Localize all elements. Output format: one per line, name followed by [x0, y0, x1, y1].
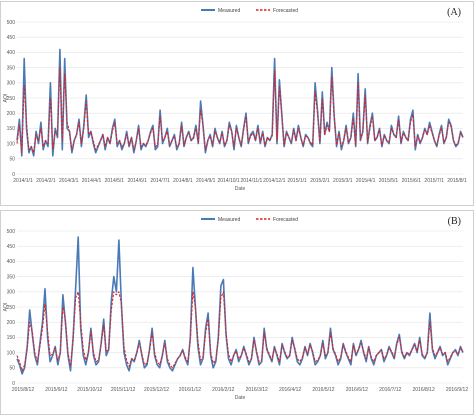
y-tick-label: 150 [7, 335, 16, 341]
x-tick-label: 2015/5/1 [379, 178, 399, 184]
x-tick-label: 2016/1/12 [179, 387, 201, 393]
legend-label: Forecasted [273, 8, 298, 14]
y-tick-label: 0 [12, 172, 15, 178]
x-tick-label: 2014/10/1 [217, 178, 239, 184]
x-tick-label: 2015/11/12 [111, 387, 136, 393]
x-tick-label: 2015/4/1 [356, 178, 376, 184]
y-tick-label: 50 [9, 366, 15, 372]
x-tick-label: 2014/11/1 [240, 178, 262, 184]
y-tick-label: 0 [12, 381, 15, 387]
legend-label: Measured [218, 217, 240, 223]
x-tick-label: 2015/3/1 [333, 178, 353, 184]
x-axis-label: Date [235, 186, 246, 192]
x-tick-label: 2015/1/1 [287, 178, 307, 184]
x-tick-label: 2016/6/12 [346, 387, 368, 393]
y-tick-label: 400 [7, 50, 16, 56]
y-tick-label: 150 [7, 126, 16, 132]
y-axis-label: AQI [3, 94, 9, 103]
x-tick-label: 2014/3/1 [59, 178, 79, 184]
x-tick-label: 2015/6/1 [402, 178, 422, 184]
x-tick-label: 2016/5/12 [312, 387, 334, 393]
y-tick-label: 500 [7, 229, 16, 235]
series-line-forecasted [16, 291, 464, 372]
chart-b-svg: 0 50 100 150 200 250 300 350 400 450 500 2015/8/12 2… [3, 216, 468, 401]
x-tick-label: 2014/8/1 [173, 178, 193, 184]
chart-panel-b: 0 50 100 150 200 250 300 350 400 450 500 2015/8/12 2… [0, 210, 474, 415]
x-tick-label: 2015/9/12 [45, 387, 67, 393]
y-tick-label: 100 [7, 350, 16, 356]
y-tick-label: 250 [7, 305, 16, 311]
legend-label: Measured [218, 8, 240, 14]
y-tick-label: 350 [7, 274, 16, 280]
x-tick-label: 2015/10/12 [77, 387, 102, 393]
x-tick-label: 2014/4/1 [82, 178, 102, 184]
x-tick-label: 2014/7/1 [150, 178, 170, 184]
x-tick-label: 2015/8/12 [12, 387, 34, 393]
chart-panel-a: 0 50 100 150 200 250 300 350 400 450 500 2014/1/1 20… [0, 1, 474, 206]
x-tick-label: 2014/2/1 [36, 178, 56, 184]
legend-label: Forecasted [273, 217, 298, 223]
x-tick-label: 2015/12/12 [144, 387, 169, 393]
panel-label: (A) [447, 7, 461, 18]
x-tick-label: 2016/4/12 [279, 387, 301, 393]
x-tick-label: 2015/7/1 [424, 178, 444, 184]
y-tick-label: 250 [7, 96, 16, 102]
y-axis-label: AQI [3, 303, 9, 312]
y-tick-label: 300 [7, 81, 16, 87]
x-tick-label: 2014/6/1 [127, 178, 147, 184]
x-tick-label: 2014/12/1 [263, 178, 285, 184]
x-tick-label: 2014/5/1 [105, 178, 125, 184]
x-tick-label: 2015/2/1 [310, 178, 330, 184]
y-tick-label: 50 [9, 157, 15, 163]
y-tick-label: 500 [7, 20, 16, 26]
x-axis-label: Date [235, 395, 246, 401]
x-tick-label: 2014/1/1 [13, 178, 33, 184]
y-tick-label: 300 [7, 290, 16, 296]
y-tick-label: 450 [7, 244, 16, 250]
x-tick-label: 2014/9/1 [196, 178, 216, 184]
panel-label: (B) [448, 216, 461, 227]
y-tick-label: 200 [7, 320, 16, 326]
x-tick-label: 2016/2/12 [212, 387, 234, 393]
y-tick-label: 400 [7, 259, 16, 265]
x-tick-label: 2016/9/12 [446, 387, 468, 393]
x-tick-label: 2015/8/1 [447, 178, 467, 184]
x-tick-label: 2016/3/12 [246, 387, 268, 393]
series-line-measured [16, 236, 464, 375]
y-tick-label: 200 [7, 111, 16, 117]
x-tick-label: 2016/8/12 [412, 387, 434, 393]
x-tick-label: 2016/7/12 [379, 387, 401, 393]
y-tick-label: 350 [7, 65, 16, 71]
y-tick-label: 100 [7, 141, 16, 147]
series-line-forecasted [16, 67, 464, 154]
y-tick-label: 450 [7, 35, 16, 41]
